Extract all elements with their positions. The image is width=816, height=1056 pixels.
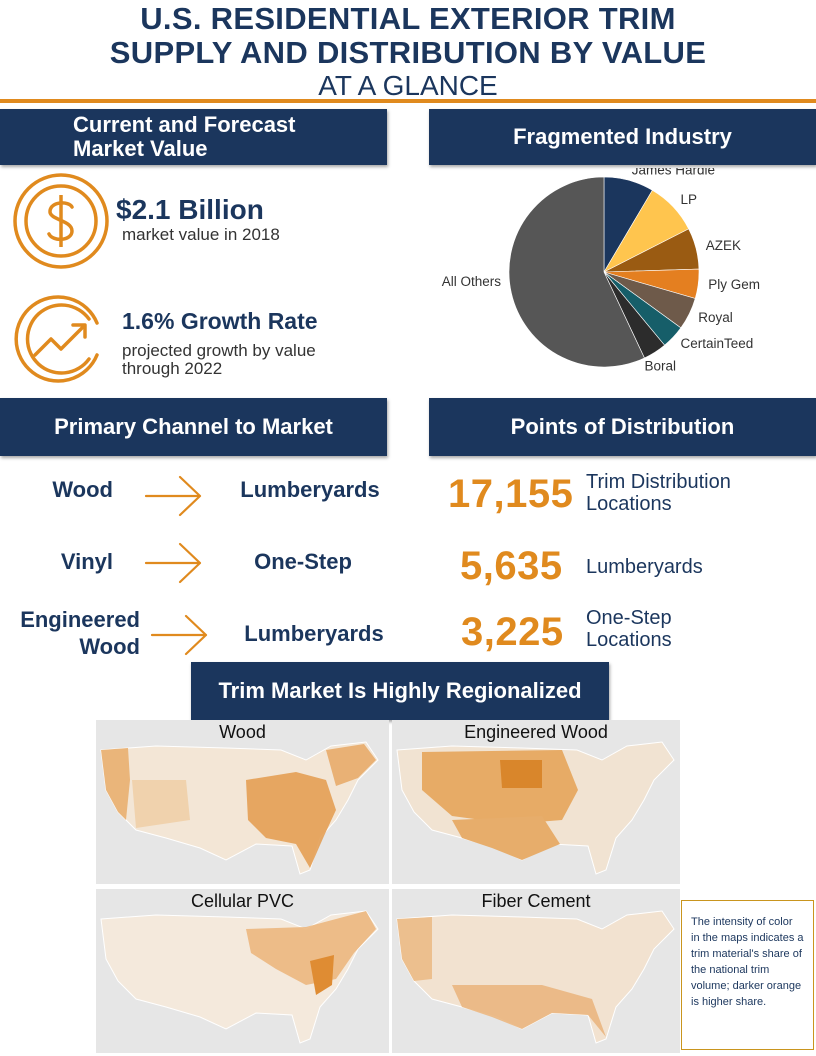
pie-label: AZEK (706, 238, 741, 253)
right-arrow-icon (144, 542, 202, 584)
pie-label: CertainTeed (681, 336, 754, 351)
subtitle: AT A GLANCE (318, 70, 498, 101)
distribution-heading: Points of Distribution (429, 398, 816, 456)
market-value-heading: Current and Forecast Market Value (0, 109, 387, 165)
channel-lumberyards: Lumberyards (240, 477, 380, 502)
map-title: Wood (219, 722, 266, 742)
page-title: U.S. RESIDENTIAL EXTERIOR TRIM SUPPLY AN… (0, 2, 816, 102)
channel-lumberyards: Lumberyards (244, 621, 384, 646)
map-title: Fiber Cement (481, 891, 591, 911)
pie-label: Ply Gem (708, 277, 760, 292)
map-fiber-cement: Fiber Cement (392, 889, 680, 1053)
distribution-count: 3,225 (461, 610, 564, 654)
channel-heading: Primary Channel to Market (0, 398, 387, 456)
market-value-heading-line2: Market Value (73, 136, 208, 161)
distribution-label-line2: Locations (586, 493, 672, 515)
industry-pie-chart: James Hardie LP AZEK Ply Gem Royal CertainTee… (442, 168, 760, 374)
map-engineered-wood: Engineered Wood (392, 720, 680, 884)
distribution-count: 5,635 (460, 544, 563, 588)
map-title: Cellular PVC (190, 891, 295, 911)
channel-material-line1: Engineered (20, 607, 140, 632)
us-map-engineered-wood (396, 741, 675, 875)
channel-material-line1: Vinyl (60, 549, 113, 574)
map-cellular-pvc: Cellular PVC (96, 889, 389, 1053)
pie-slice-all-others (508, 176, 645, 368)
channel-material-wood: Wood (0, 476, 113, 503)
title-divider (0, 99, 816, 103)
pie-label: LP (681, 192, 698, 207)
distribution-count: 17,155 (448, 472, 574, 516)
growth-caption-line2: through 2022 (122, 359, 223, 378)
distribution-label-line1: Lumberyards (586, 556, 703, 578)
distribution-label-line1: One-Step (586, 607, 672, 629)
market-value-amount: $2.1 Billion (116, 194, 264, 225)
dollar-coin-icon (13, 173, 109, 269)
distribution-label-line1: Trim Distribution (586, 471, 731, 493)
us-map-cellular-pvc (100, 910, 379, 1044)
map-legend-note: The intensity of color in the maps indic… (681, 900, 814, 1050)
growth-rate: 1.6% Growth Rate (122, 308, 318, 334)
distribution-label-line2: Locations (586, 629, 672, 651)
title-line-2: SUPPLY AND DISTRIBUTION BY VALUE (109, 35, 707, 70)
right-arrow-icon (150, 614, 208, 656)
growth-chart-icon (14, 295, 99, 383)
right-arrow-icon (144, 475, 202, 517)
growth-caption-line1: projected growth by value (122, 341, 316, 360)
distribution-label: Trim Distribution Locations (586, 471, 731, 515)
channel-material-line1: Wood (52, 477, 113, 502)
market-value-caption: market value in 2018 (122, 225, 280, 244)
distribution-label: Lumberyards (586, 556, 703, 578)
channel-material-vinyl: Vinyl (0, 548, 113, 575)
channel-material-line2: Wood (79, 634, 140, 659)
pie-label: All Others (442, 274, 502, 289)
us-map-wood (100, 741, 379, 875)
regional-heading: Trim Market Is Highly Regionalized (191, 662, 609, 720)
industry-heading: Fragmented Industry (429, 109, 816, 165)
pie-label: James Hardie (632, 168, 715, 178)
us-map-fiber-cement (396, 910, 675, 1044)
channel-one-step: One-Step (254, 549, 352, 574)
title-line-1: U.S. RESIDENTIAL EXTERIOR TRIM (140, 1, 676, 36)
map-title: Engineered Wood (464, 722, 608, 742)
map-wood: Wood (96, 720, 389, 884)
pie-label: Boral (645, 359, 677, 374)
pie-label: Royal (698, 310, 733, 325)
distribution-label: One-Step Locations (586, 607, 672, 651)
channel-material-engineered-wood: Engineered Wood (0, 606, 140, 660)
market-value-heading-line1: Current and Forecast (73, 112, 296, 137)
